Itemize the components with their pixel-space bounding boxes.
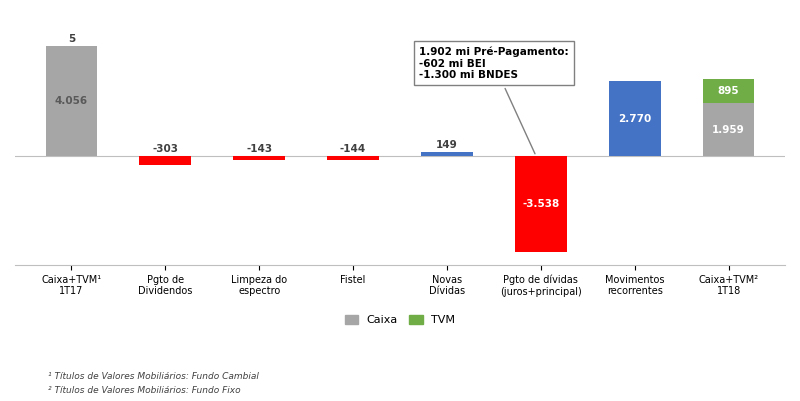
Bar xyxy=(703,103,754,156)
Bar xyxy=(46,46,97,156)
Text: ² Títulos de Valores Mobiliários: Fundo Fixo: ² Títulos de Valores Mobiliários: Fundo … xyxy=(48,386,241,395)
Bar xyxy=(234,156,285,160)
Legend: Caixa, TVM: Caixa, TVM xyxy=(340,310,460,330)
Bar xyxy=(139,156,191,164)
Text: 4.056: 4.056 xyxy=(54,96,88,106)
Text: -303: -303 xyxy=(152,144,178,154)
Text: -143: -143 xyxy=(246,144,272,154)
Bar xyxy=(421,152,473,156)
Text: 2.770: 2.770 xyxy=(618,113,651,124)
Text: -144: -144 xyxy=(340,144,366,154)
Text: ¹ Títulos de Valores Mobiliários: Fundo Cambial: ¹ Títulos de Valores Mobiliários: Fundo … xyxy=(48,372,259,381)
Text: 1.902 mi Pré-Pagamento:
-602 mi BEI
-1.300 mi BNDES: 1.902 mi Pré-Pagamento: -602 mi BEI -1.3… xyxy=(418,47,569,154)
Text: 5: 5 xyxy=(68,34,75,44)
Bar xyxy=(515,156,566,253)
Text: -3.538: -3.538 xyxy=(522,199,559,209)
Bar xyxy=(703,79,754,103)
Text: 149: 149 xyxy=(436,140,458,150)
Bar xyxy=(327,156,379,160)
Text: 895: 895 xyxy=(718,86,739,96)
Bar xyxy=(609,81,661,156)
Text: 1.959: 1.959 xyxy=(712,125,745,135)
